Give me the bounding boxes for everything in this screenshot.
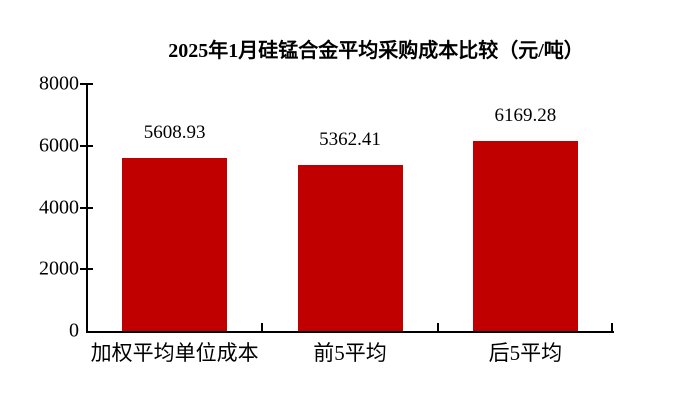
y-tick-label: 8000: [39, 72, 79, 95]
bar: [472, 140, 578, 331]
y-tick: [80, 206, 93, 209]
x-tick: [611, 323, 613, 331]
x-category-label: 加权平均单位成本: [90, 341, 259, 365]
y-tick-label: 4000: [39, 196, 79, 218]
y-tick-label: 0: [69, 319, 79, 342]
bar-value-label: 6169.28: [494, 104, 557, 126]
x-axis-line: [86, 331, 614, 333]
bar: [297, 165, 403, 331]
chart-title: 2025年1月硅锰合金平均采购成本比较（元/吨）: [168, 40, 584, 62]
x-tick: [436, 323, 439, 331]
x-category-label: 后5平均: [488, 341, 563, 365]
x-category-label: 前5平均: [313, 341, 387, 365]
bar: [122, 157, 228, 331]
y-tick-label: 2000: [39, 257, 79, 280]
bar-value-label: 5362.41: [319, 129, 381, 151]
y-tick: [80, 144, 93, 147]
x-tick: [261, 323, 264, 331]
y-tick: [80, 83, 93, 85]
bar-value-label: 5608.93: [143, 121, 206, 143]
y-tick-label: 6000: [39, 134, 79, 157]
y-tick: [80, 268, 93, 271]
y-axis-line: [86, 84, 88, 333]
